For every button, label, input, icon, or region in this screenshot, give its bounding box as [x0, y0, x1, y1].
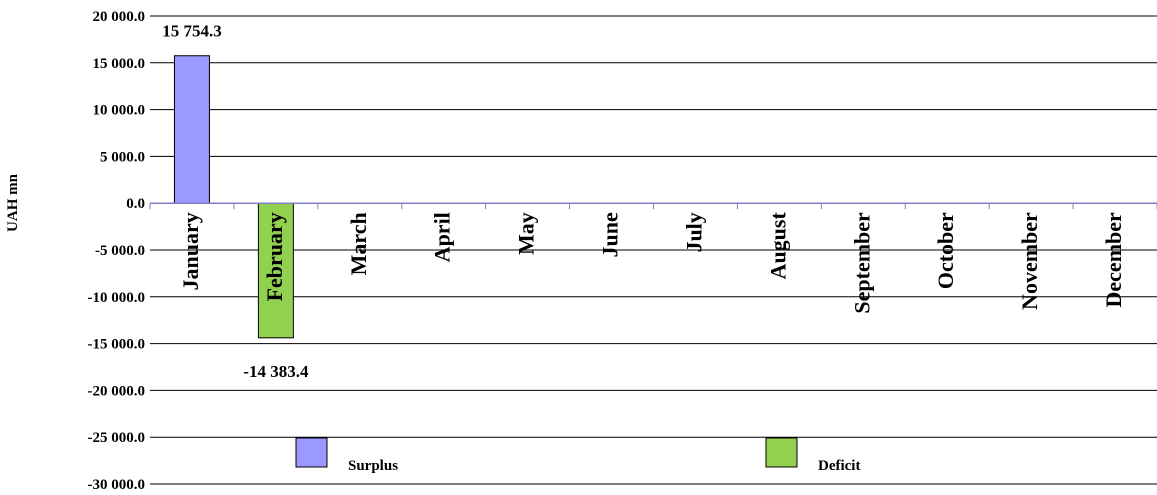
x-axis — [149, 202, 1157, 210]
y-tick-label: -5 000.0 — [95, 243, 145, 259]
x-tick-label: June — [598, 212, 623, 257]
y-tick-label: -20 000.0 — [88, 383, 146, 399]
y-tick-label: 15 000.0 — [93, 56, 146, 72]
data-labels: 15 754.3 -14 383.4 — [162, 22, 309, 381]
x-tick-label: October — [933, 212, 958, 289]
x-tick-label: December — [1101, 212, 1126, 308]
bar-surplus-january — [173, 55, 210, 204]
legend-swatch-deficit — [765, 437, 798, 468]
data-label: -14 383.4 — [243, 362, 309, 381]
bars — [173, 55, 294, 339]
y-axis-tick-labels: 20 000.0 15 000.0 10 000.0 5 000.0 0.0 -5 000… — [88, 9, 146, 493]
x-tick-label: November — [1017, 212, 1042, 310]
legend-label-deficit: Deficit — [818, 458, 860, 474]
y-tick-label: 10 000.0 — [93, 103, 146, 119]
x-axis-tick-labels: January February March April May June July Augu… — [178, 212, 1126, 314]
y-tick-label: -30 000.0 — [88, 477, 146, 493]
x-tick-label: September — [849, 212, 874, 314]
y-tick-label: -25 000.0 — [88, 430, 146, 446]
x-tick-label: May — [514, 212, 539, 255]
x-tick-label: July — [681, 212, 706, 252]
y-tick-label: -15 000.0 — [88, 337, 146, 353]
bar-deficit-february — [257, 202, 294, 339]
x-tick-label: August — [765, 212, 790, 280]
y-tick-label: 0.0 — [126, 196, 145, 212]
y-tick-label: 20 000.0 — [93, 9, 146, 25]
legend-label-surplus: Surplus — [348, 458, 398, 474]
legend-swatch-surplus — [295, 437, 328, 468]
data-label: 15 754.3 — [162, 22, 222, 41]
x-tick-label: April — [430, 212, 455, 262]
x-tick-label: January — [178, 212, 203, 290]
x-tick-label: February — [262, 212, 287, 301]
y-axis-label: UAH mn — [5, 173, 21, 232]
y-tick-label: 5 000.0 — [100, 149, 145, 165]
x-tick-label: March — [346, 212, 371, 275]
gridlines — [150, 15, 1157, 485]
legend: Surplus Deficit — [295, 437, 860, 474]
y-tick-label: -10 000.0 — [88, 290, 146, 306]
